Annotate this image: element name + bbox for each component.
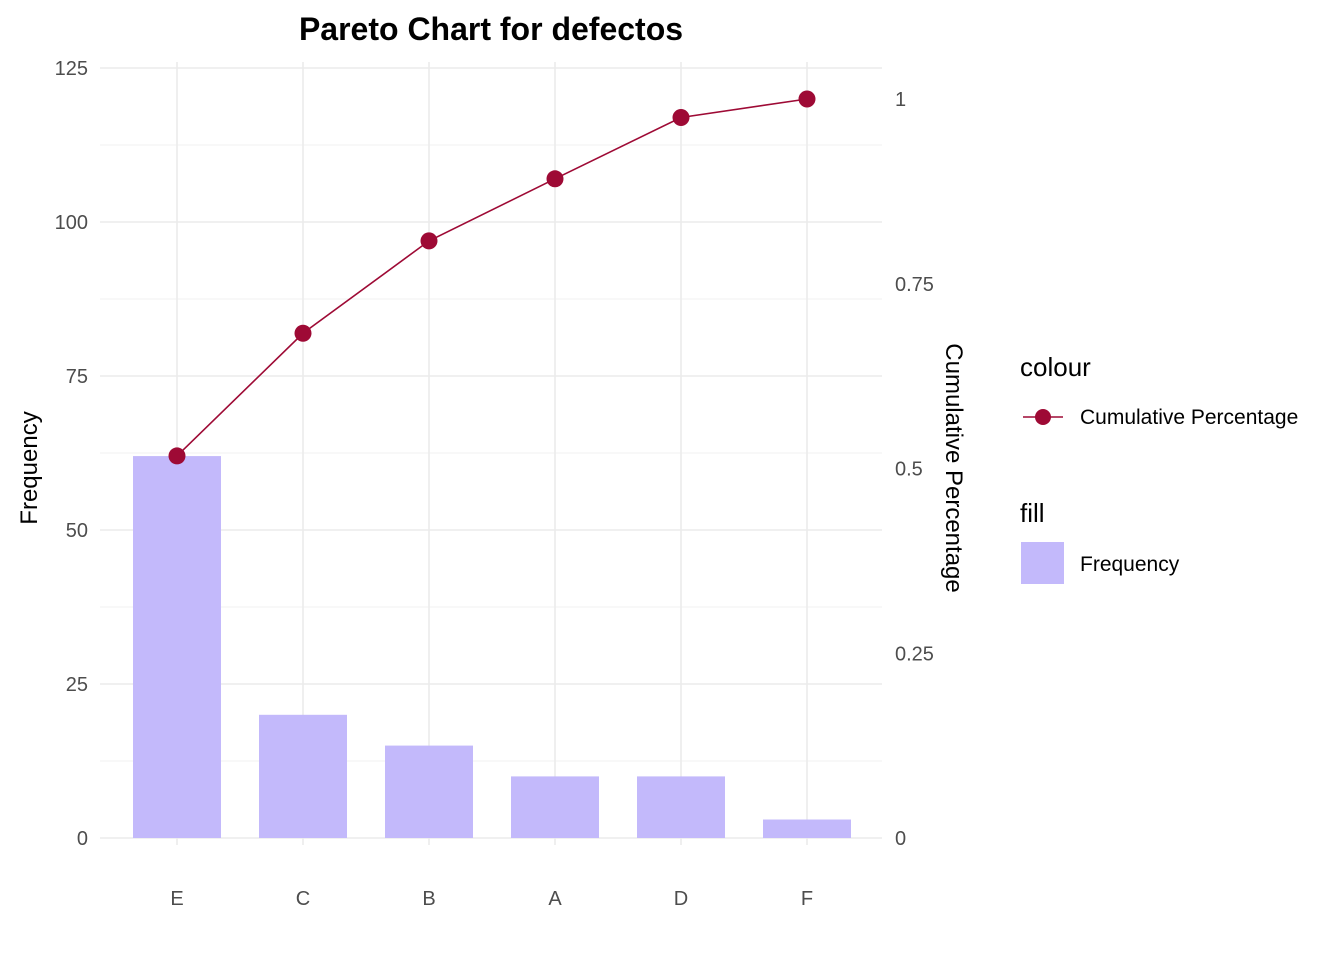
cumulative-line <box>168 90 816 465</box>
bars <box>133 456 851 838</box>
y-tick-label: 100 <box>55 212 88 234</box>
y2-tick-label: 0.75 <box>895 274 934 296</box>
bar-A <box>511 776 599 838</box>
x-tick-label: B <box>422 888 435 910</box>
y-tick-label: 50 <box>66 520 88 542</box>
grid-lines <box>100 62 882 845</box>
x-tick-label: A <box>548 888 562 910</box>
axes: 0 25 50 75 100 125 0 0.25 0.5 0.75 1 E C B A D F <box>55 58 934 910</box>
bar-B <box>385 745 473 838</box>
y-axis-title: Frequency <box>16 411 43 524</box>
cumulative-line-path <box>176 98 808 457</box>
cumulative-point-E <box>168 447 186 465</box>
bar-E <box>133 456 221 838</box>
legend-title-colour: colour <box>1020 352 1091 382</box>
y-tick-label: 25 <box>66 674 88 696</box>
legend-title-fill: fill <box>1020 498 1045 528</box>
cumulative-point-B <box>420 232 438 250</box>
cumulative-point-F <box>798 90 816 108</box>
y-tick-label: 75 <box>66 366 88 388</box>
y2-tick-label: 1 <box>895 89 906 111</box>
y2-tick-label: 0 <box>895 828 906 850</box>
x-tick-label: C <box>296 888 310 910</box>
x-tick-label: D <box>674 888 688 910</box>
x-tick-label: F <box>801 888 813 910</box>
legend-label-cumulative: Cumulative Percentage <box>1080 406 1298 429</box>
legend: colour Cumulative Percentage fill Freque… <box>1020 352 1298 584</box>
legend-label-frequency: Frequency <box>1080 553 1180 576</box>
chart-title: Pareto Chart for defectos <box>299 11 683 47</box>
legend-fill-key <box>1021 542 1064 584</box>
bar-F <box>763 819 851 838</box>
y2-axis-title: Cumulative Percentage <box>940 343 967 592</box>
bar-C <box>259 714 347 838</box>
y2-tick-label: 0.25 <box>895 643 934 665</box>
cumulative-point-A <box>546 170 564 188</box>
y2-tick-label: 0.5 <box>895 459 923 481</box>
cumulative-point-C <box>294 324 312 342</box>
legend-point-key <box>1035 409 1051 425</box>
x-tick-label: E <box>170 888 183 910</box>
cumulative-point-D <box>672 108 690 126</box>
bar-D <box>637 776 725 838</box>
y-tick-label: 125 <box>55 58 88 80</box>
y-tick-label: 0 <box>77 828 88 850</box>
